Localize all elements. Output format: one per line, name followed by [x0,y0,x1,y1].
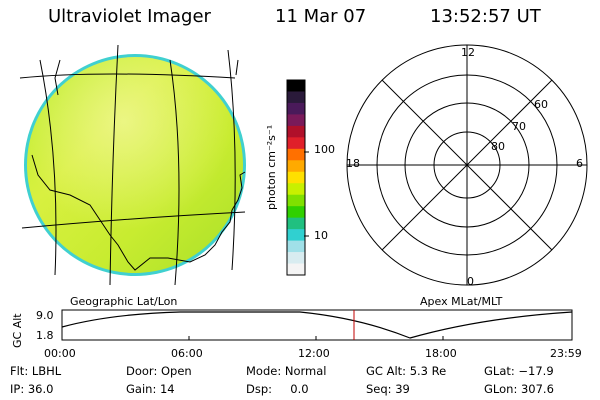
uv-image-disk [24,54,246,276]
mlat-label-60: 60 [534,98,548,111]
mlt-label-6: 6 [576,157,583,170]
coastline [31,59,246,271]
geographic-grid [19,44,246,286]
colorbar-segment [287,137,305,150]
colorbar-segment [287,160,305,173]
colorbar-segment [287,183,305,196]
instrument-title: Ultraviolet Imager [48,6,211,27]
time-label: 13:52:57 UT [430,6,541,27]
colorbar-ticks [304,151,309,237]
colorbar-tick-10: 10 [314,229,328,242]
altitude-plot [61,309,573,341]
mlat-label-70: 70 [512,120,526,133]
colorbar-segment [287,125,305,138]
mlat-mlt-polar-grid [346,44,588,286]
filter-info: Flt: LBHL [10,364,62,378]
door-info: Door: Open [126,364,192,378]
altitude-xtick-0600: 06:00 [171,347,203,360]
mlt-label-12: 12 [461,46,475,59]
right-panel-caption: Apex MLat/MLT [420,295,503,308]
date-label: 11 Mar 07 [275,6,367,27]
colorbar-segment [287,263,305,276]
dsp-info: Dsp: 0.0 [246,382,309,396]
left-panel-caption: Geographic Lat/Lon [70,295,178,308]
colorbar-segment [287,217,305,230]
mlt-label-18: 18 [346,157,360,170]
altitude-ytick-low: 1.8 [36,329,54,342]
colorbar-segment [287,240,305,253]
altitude-ytick-high: 9.0 [36,309,54,322]
colorbar-segment [287,102,305,115]
colorbar-tick-100: 100 [314,143,335,156]
colorbar-segment [287,114,305,127]
gain-info: Gain: 14 [126,382,175,396]
altitude-ylabel: GC Alt [11,313,24,348]
mlt-label-0: 0 [467,275,474,288]
altitude-xtick-1200: 12:00 [298,347,330,360]
seq-info: Seq: 39 [366,382,410,396]
altitude-xtick-0000: 00:00 [44,347,76,360]
colorbar-segment [287,91,305,104]
mode-info: Mode: Normal [246,364,327,378]
colorbar-segment [287,229,305,242]
glat-info: GLat: −17.9 [484,364,554,378]
gc-alt-info: GC Alt: 5.3 Re [366,364,447,378]
altitude-xtick-2359: 23:59 [550,347,582,360]
altitude-xtick-1800: 18:00 [425,347,457,360]
colorbar-border [286,79,306,276]
glon-info: GLon: 307.6 [484,382,554,396]
colorbar-unit-label: photon cm⁻²s⁻¹ [265,124,278,210]
colorbar-segment [287,206,305,219]
colorbar-segment [287,194,305,207]
colorbar-segment [287,80,305,92]
ip-info: IP: 36.0 [10,382,54,396]
colorbar-segment [287,171,305,184]
mlat-label-80: 80 [491,140,505,153]
colorbar [286,79,306,276]
colorbar-segment [287,148,305,161]
colorbar-segment [287,252,305,265]
